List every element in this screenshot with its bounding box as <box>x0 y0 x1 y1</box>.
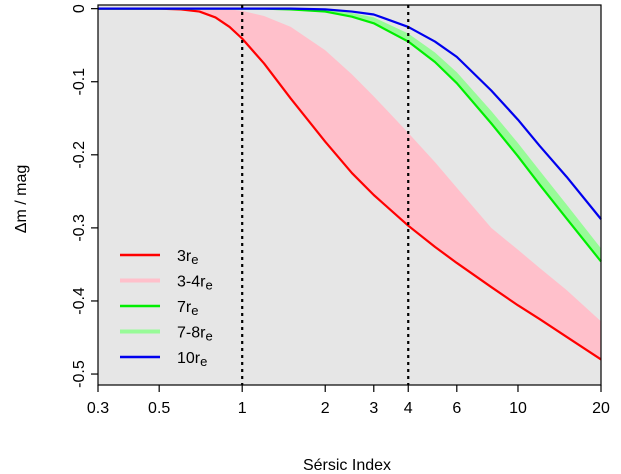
legend-label: 3-4re <box>177 274 213 293</box>
plot-background <box>98 5 601 385</box>
x-tick-label: 1 <box>238 400 247 417</box>
y-tick-label: -0.3 <box>71 214 88 242</box>
plot-frame <box>97 4 602 386</box>
x-tick-label: 6 <box>452 400 461 417</box>
y-tick-label: -0.2 <box>71 141 88 169</box>
x-tick-label: 0.3 <box>87 400 109 417</box>
y-tick-label: -0.1 <box>71 68 88 96</box>
y-axis-label: Δm / mag <box>13 165 30 233</box>
legend-item: 3re <box>120 248 198 267</box>
legend-item: 7re <box>120 299 198 318</box>
x-axis-label: Sérsic Index <box>303 457 391 474</box>
legend-item: 7-8re <box>120 325 213 344</box>
legend-item: 10re <box>120 350 207 369</box>
series-line-3re <box>98 7 602 361</box>
x-tick-label: 20 <box>592 400 610 417</box>
legend-label: 10re <box>177 350 207 369</box>
y-tick-label: -0.4 <box>71 287 88 315</box>
y-tick-label: -0.5 <box>71 360 88 388</box>
x-tick-label: 4 <box>404 400 413 417</box>
series-line-10re <box>98 7 602 220</box>
legend-label: 7-8re <box>177 325 213 344</box>
legend-item: 3-4re <box>120 274 213 293</box>
x-tick-label: 2 <box>321 400 330 417</box>
x-tick-label: 10 <box>509 400 527 417</box>
x-tick-label: 3 <box>369 400 378 417</box>
legend-label: 3re <box>177 248 198 267</box>
x-tick-label: 0.5 <box>148 400 170 417</box>
y-tick-label: 0 <box>71 4 88 13</box>
band-3-4re <box>98 8 601 360</box>
legend-label: 7re <box>177 299 198 318</box>
